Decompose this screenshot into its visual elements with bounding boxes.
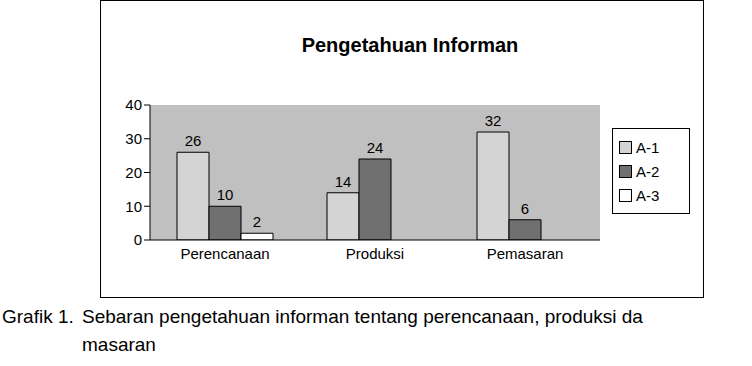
svg-text:32: 32 [485,112,502,129]
html-text:A-3: A-3 [636,186,660,204]
svg-text:Perencanaan: Perencanaan [180,245,269,262]
html-text:A-2: A-2 [636,162,660,180]
svg-text:40: 40 [125,96,142,113]
svg-text:26: 26 [185,132,202,149]
svg-text:14: 14 [335,173,352,190]
svg-text:0: 0 [134,231,142,248]
html-text:A-1: A-1 [636,138,660,156]
svg-text:10: 10 [217,186,234,203]
html-text:Grafik 1.: Grafik 1. [2,306,74,327]
svg-text:2: 2 [253,213,261,230]
svg-text:24: 24 [367,139,384,156]
svg-text:Produksi: Produksi [346,245,404,262]
svg-text:20: 20 [125,164,142,181]
html-text:Sebaran pengetahuan informan t: Sebaran pengetahuan informan tentang per… [82,306,643,327]
html-text:masaran: masaran [82,334,156,355]
svg-text:10: 10 [125,198,142,215]
svg-text:6: 6 [521,200,529,217]
svg-text:30: 30 [125,130,142,147]
html-text:Pengetahuan Informan: Pengetahuan Informan [301,34,519,56]
svg-text:Pemasaran: Pemasaran [487,245,564,262]
